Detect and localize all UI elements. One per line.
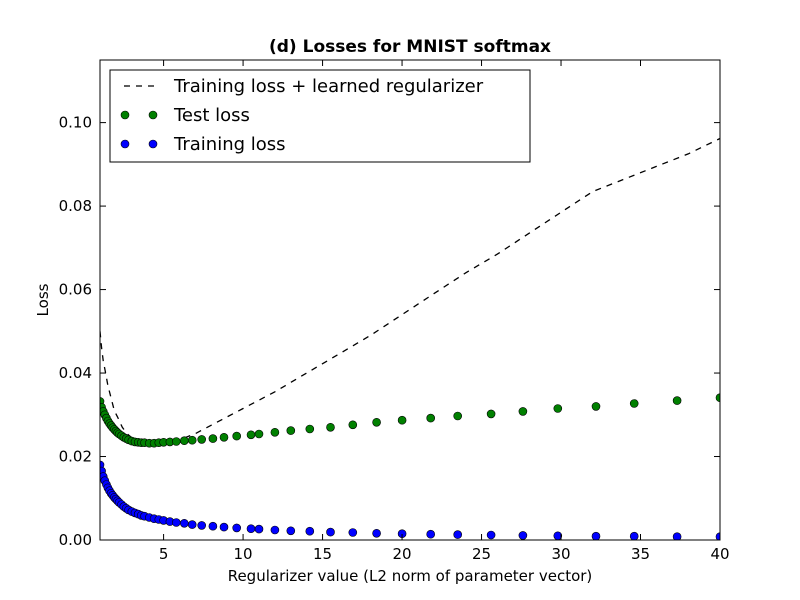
x-tick-label: 35: [631, 545, 650, 563]
test-loss-point: [518, 407, 528, 416]
y-tick-label: 0.06: [59, 281, 92, 299]
chart-title: (d) Losses for MNIST softmax: [269, 37, 551, 57]
series-line-training-plus-regularizer: [100, 137, 720, 445]
legend-swatch-test: [120, 110, 130, 120]
test-loss-point: [672, 396, 682, 405]
test-loss-point: [326, 422, 335, 432]
test-loss-point: [197, 435, 206, 444]
test-loss-point: [397, 415, 407, 425]
test-loss-point: [187, 435, 197, 445]
training-loss-point: [591, 531, 601, 540]
test-loss-point: [286, 426, 296, 435]
legend-swatch-train: [120, 139, 130, 149]
training-loss-point: [629, 531, 639, 540]
axes-layer: 5 10 15 20 25 30 35 40 0.00 0.02 0.04 0.06 0.08 0.10: [59, 60, 730, 563]
y-tick-label: 0.10: [59, 114, 92, 132]
training-loss-point: [486, 530, 496, 540]
y-tick-label: 0.00: [59, 531, 92, 549]
test-loss-point: [232, 431, 241, 441]
training-loss-point: [270, 525, 280, 535]
x-tick-label: 10: [234, 545, 253, 563]
training-loss-point: [518, 531, 528, 540]
training-loss-point: [326, 527, 335, 537]
series-layer: [100, 137, 720, 540]
legend-label-training-plus-regularizer: Training loss + learned regularizer: [173, 76, 484, 97]
y-tick-label: 0.04: [59, 364, 92, 382]
x-tick-label: 40: [710, 545, 729, 563]
legend: Training loss + learned regularizer Test…: [109, 69, 531, 163]
training-loss-point: [208, 521, 218, 531]
training-loss-point: [246, 524, 256, 534]
legend-box: [109, 69, 531, 163]
training-loss-point: [254, 524, 264, 534]
x-tick-label: 20: [393, 545, 412, 563]
training-loss-point: [232, 523, 241, 533]
legend-label-test-loss: Test loss: [173, 105, 250, 126]
test-loss-point: [208, 434, 218, 443]
legend-swatch-test: [148, 110, 158, 120]
training-loss-point: [348, 528, 358, 537]
test-loss-point: [553, 404, 563, 413]
test-loss-point: [372, 417, 381, 427]
test-loss-point: [305, 424, 315, 434]
plot-area: [99, 59, 721, 541]
training-loss-point: [372, 528, 381, 538]
training-loss-point: [305, 526, 315, 536]
test-loss-point: [172, 437, 181, 446]
training-loss-point: [172, 518, 181, 527]
x-tick-label: 30: [551, 545, 570, 563]
y-axis-label: Loss: [34, 283, 52, 316]
test-loss-point: [426, 413, 436, 423]
test-loss-point: [591, 402, 601, 411]
x-tick-label: 25: [472, 545, 491, 563]
x-axis-label: Regularizer value (L2 norm of parameter …: [228, 567, 593, 585]
training-loss-point: [715, 532, 720, 540]
test-loss-point: [486, 409, 496, 419]
training-loss-point: [180, 518, 189, 528]
x-tick-label: 15: [313, 545, 332, 563]
training-loss-point: [453, 530, 463, 539]
training-loss-point: [187, 520, 197, 529]
test-loss-point: [629, 399, 639, 408]
training-loss-point: [426, 529, 436, 539]
test-loss-point: [715, 393, 720, 402]
test-loss-point: [453, 411, 463, 421]
plot-frame: [99, 59, 721, 541]
legend-label-training-loss: Training loss: [173, 134, 286, 155]
training-loss-point: [219, 522, 229, 532]
x-tick-label: 5: [159, 545, 169, 563]
test-loss-point: [254, 429, 264, 439]
test-loss-point: [246, 430, 256, 440]
test-loss-point: [348, 420, 358, 430]
test-loss-point: [270, 427, 280, 437]
training-loss-point: [286, 526, 296, 536]
training-loss-point: [672, 532, 682, 540]
y-tick-label: 0.08: [59, 197, 92, 215]
y-tick-label: 0.02: [59, 448, 92, 466]
legend-swatch-train: [148, 139, 158, 149]
test-loss-point: [219, 432, 229, 442]
test-loss-point: [180, 436, 189, 446]
training-loss-point: [197, 521, 206, 530]
